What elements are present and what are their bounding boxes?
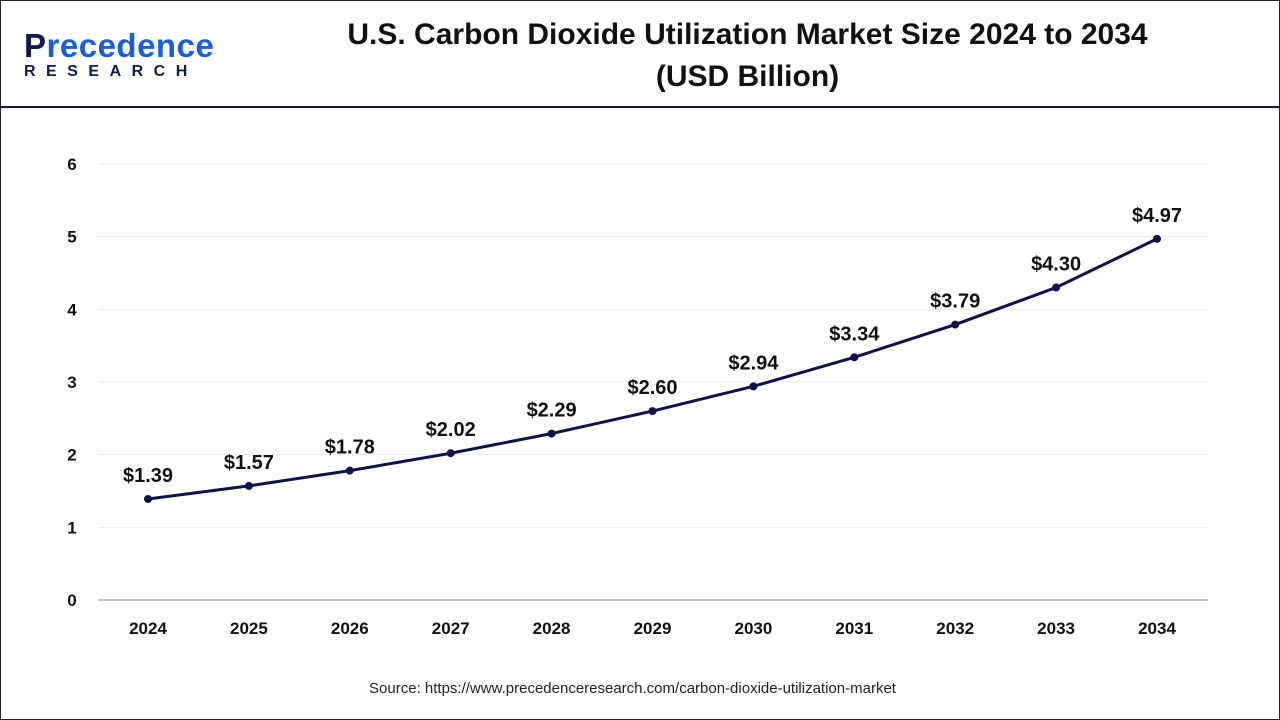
- data-point: [1153, 234, 1161, 243]
- x-tick-label: 2030: [734, 619, 772, 638]
- data-point: [1052, 283, 1061, 292]
- data-label: $4.97: [1132, 205, 1182, 227]
- y-tick-label: 3: [67, 373, 76, 392]
- data-point: [345, 466, 354, 475]
- title-line1: U.S. Carbon Dioxide Utilization Market S…: [347, 18, 1148, 51]
- data-label: $2.60: [627, 377, 677, 399]
- data-label: $1.39: [123, 465, 173, 487]
- series-line: [147, 237, 1158, 501]
- data-label: $3.34: [829, 323, 880, 345]
- data-label: $4.30: [1031, 254, 1081, 276]
- header: Precedence RESEARCH U.S. Carbon Dioxide …: [0, 0, 1280, 108]
- y-tick-label: 5: [67, 228, 76, 247]
- y-tick-label: 0: [67, 591, 76, 610]
- data-point: [951, 320, 960, 329]
- logo-line2: RESEARCH: [24, 63, 198, 80]
- source-text: Source: https://www.precedenceresearch.c…: [369, 680, 896, 697]
- title-line2: (USD Billion): [655, 60, 840, 93]
- data-point: [749, 382, 758, 391]
- y-tick-label: 6: [67, 155, 76, 174]
- x-tick-label: 2029: [634, 619, 672, 638]
- x-tick-label: 2025: [230, 619, 268, 638]
- x-tick-label: 2032: [936, 619, 974, 638]
- data-label: $3.79: [930, 291, 980, 313]
- x-tick-label: 2027: [432, 619, 470, 638]
- y-tick-label: 4: [67, 300, 77, 319]
- logo-line1: Precedence: [24, 27, 215, 64]
- x-tick-label: 2024: [129, 619, 167, 638]
- data-label: $2.02: [426, 419, 476, 441]
- data-point: [244, 481, 253, 490]
- chart-title: U.S. Carbon Dioxide Utilization Market S…: [300, 14, 1195, 98]
- x-tick-label: 2033: [1037, 619, 1075, 638]
- x-tick-label: 2034: [1138, 619, 1176, 638]
- data-label: $2.94: [728, 352, 779, 374]
- data-label: $2.29: [527, 400, 577, 422]
- y-tick-label: 2: [67, 446, 76, 465]
- x-tick-label: 2026: [331, 619, 369, 638]
- x-tick-label: 2031: [835, 619, 873, 638]
- data-point: [547, 429, 556, 438]
- precedence-research-logo: Precedence RESEARCH: [24, 28, 214, 80]
- data-label: $1.57: [224, 452, 274, 474]
- y-tick-label: 1: [67, 518, 76, 537]
- data-point: [648, 407, 657, 416]
- data-label: $1.78: [325, 437, 375, 459]
- data-point: [446, 449, 455, 458]
- data-point: [144, 494, 152, 503]
- x-tick-label: 2028: [533, 619, 571, 638]
- data-point: [850, 353, 859, 362]
